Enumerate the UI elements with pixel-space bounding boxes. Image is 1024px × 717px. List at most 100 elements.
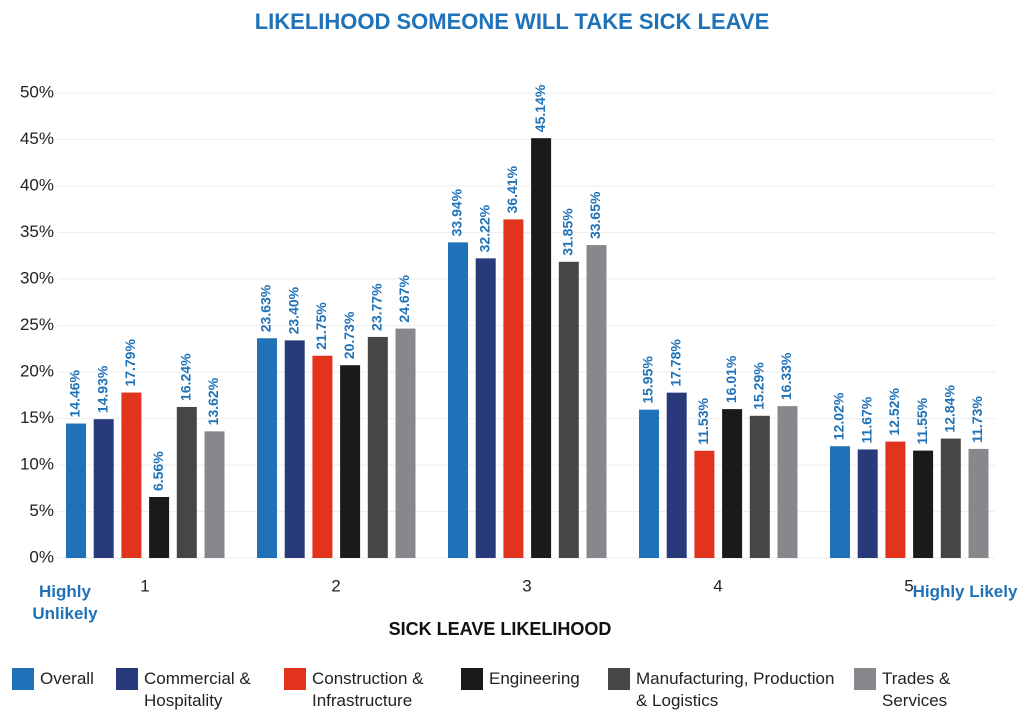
legend-item: Manufacturing, Production & Logistics	[608, 668, 848, 712]
bar	[66, 423, 86, 558]
value-label: 11.53%	[695, 398, 711, 445]
bar	[312, 355, 333, 558]
legend-swatch	[284, 668, 306, 690]
legend-item: Engineering	[461, 668, 601, 690]
value-label: 12.02%	[831, 392, 847, 440]
bar	[284, 340, 305, 558]
bar	[475, 258, 496, 558]
value-label: 21.75%	[313, 302, 329, 350]
y-tick-label: 0%	[29, 547, 54, 566]
value-label: 12.84%	[942, 385, 958, 433]
legend-item: Construction & Infrastructure	[284, 668, 454, 712]
bar	[503, 219, 524, 558]
bar	[395, 328, 416, 558]
value-label: 11.67%	[858, 396, 874, 443]
y-tick-label: 10%	[20, 454, 54, 473]
y-tick-label: 45%	[20, 129, 54, 148]
bar	[586, 245, 607, 558]
legend-swatch	[854, 668, 876, 690]
value-label: 17.78%	[667, 339, 683, 387]
value-label: 11.55%	[914, 397, 930, 444]
value-label: 15.29%	[751, 362, 767, 410]
bar	[448, 242, 468, 558]
value-label: 11.73%	[969, 396, 985, 443]
value-label: 6.56%	[150, 451, 166, 491]
value-label: 15.95%	[640, 356, 656, 404]
value-label: 23.63%	[258, 284, 274, 332]
legend-swatch	[116, 668, 138, 690]
legend-label: Construction & Infrastructure	[312, 669, 424, 710]
value-label: 13.62%	[205, 377, 221, 425]
x-tick-label: 1	[140, 576, 149, 595]
value-label: 23.77%	[369, 283, 385, 331]
value-label: 14.93%	[94, 365, 110, 413]
bar	[722, 409, 743, 558]
bar	[830, 446, 850, 558]
legend-label: Manufacturing, Production & Logistics	[636, 669, 835, 710]
value-label: 32.22%	[476, 204, 492, 252]
value-label: 24.67%	[396, 275, 412, 323]
bar	[940, 438, 961, 558]
bar	[639, 409, 659, 558]
bar	[121, 392, 142, 558]
value-label: 23.40%	[285, 286, 301, 334]
legend-item: Overall	[12, 668, 112, 690]
bar	[531, 138, 552, 558]
value-label: 33.65%	[587, 191, 603, 239]
value-label: 31.85%	[560, 208, 576, 256]
bar	[176, 406, 197, 558]
legend-label: Overall	[40, 669, 94, 688]
legend-swatch	[461, 668, 483, 690]
value-label: 17.79%	[122, 339, 138, 387]
legend-item: Trades & Services	[854, 668, 1014, 712]
value-label: 14.46%	[67, 369, 83, 417]
bar	[558, 261, 579, 558]
bar	[968, 448, 989, 558]
legend-item: Commercial & Hospitality	[116, 668, 276, 712]
legend-label: Commercial & Hospitality	[144, 669, 251, 710]
value-label: 12.52%	[886, 388, 902, 436]
y-tick-label: 50%	[20, 82, 54, 101]
y-tick-label: 15%	[20, 408, 54, 427]
legend-label: Engineering	[489, 669, 580, 688]
bar	[340, 365, 361, 558]
x-tick-label: 5	[904, 576, 913, 595]
y-tick-label: 20%	[20, 361, 54, 380]
bar	[694, 450, 715, 558]
legend-swatch	[608, 668, 630, 690]
y-tick-label: 25%	[20, 315, 54, 334]
value-label: 20.73%	[341, 311, 357, 359]
y-tick-label: 30%	[20, 268, 54, 287]
y-tick-label: 5%	[29, 501, 54, 520]
value-label: 36.41%	[504, 165, 520, 213]
x-tick-label: 3	[522, 576, 531, 595]
value-label: 16.33%	[778, 352, 794, 400]
bar	[666, 392, 687, 558]
annotation: Highly Likely	[912, 582, 1018, 601]
chart-title: LIKELIHOOD SOMEONE WILL TAKE SICK LEAVE	[255, 9, 770, 34]
y-tick-label: 35%	[20, 222, 54, 241]
bar	[749, 415, 770, 558]
bar	[149, 496, 170, 558]
value-label: 16.01%	[723, 355, 739, 403]
bar	[885, 441, 906, 558]
bar	[777, 406, 798, 558]
x-tick-label: 2	[331, 576, 340, 595]
annotation: Highly Unlikely	[32, 582, 98, 623]
bar	[93, 419, 114, 558]
bar	[204, 431, 225, 558]
legend-swatch	[12, 668, 34, 690]
value-label: 16.24%	[178, 353, 194, 401]
bar	[857, 449, 878, 558]
x-axis-label: SICK LEAVE LIKELIHOOD	[389, 619, 612, 639]
value-label: 33.94%	[449, 188, 465, 236]
value-label: 45.14%	[532, 84, 548, 132]
bar	[367, 336, 388, 558]
legend-label: Trades & Services	[882, 669, 951, 710]
y-tick-label: 40%	[20, 175, 54, 194]
x-tick-label: 4	[713, 576, 722, 595]
bar	[913, 450, 934, 558]
bar	[257, 338, 277, 558]
